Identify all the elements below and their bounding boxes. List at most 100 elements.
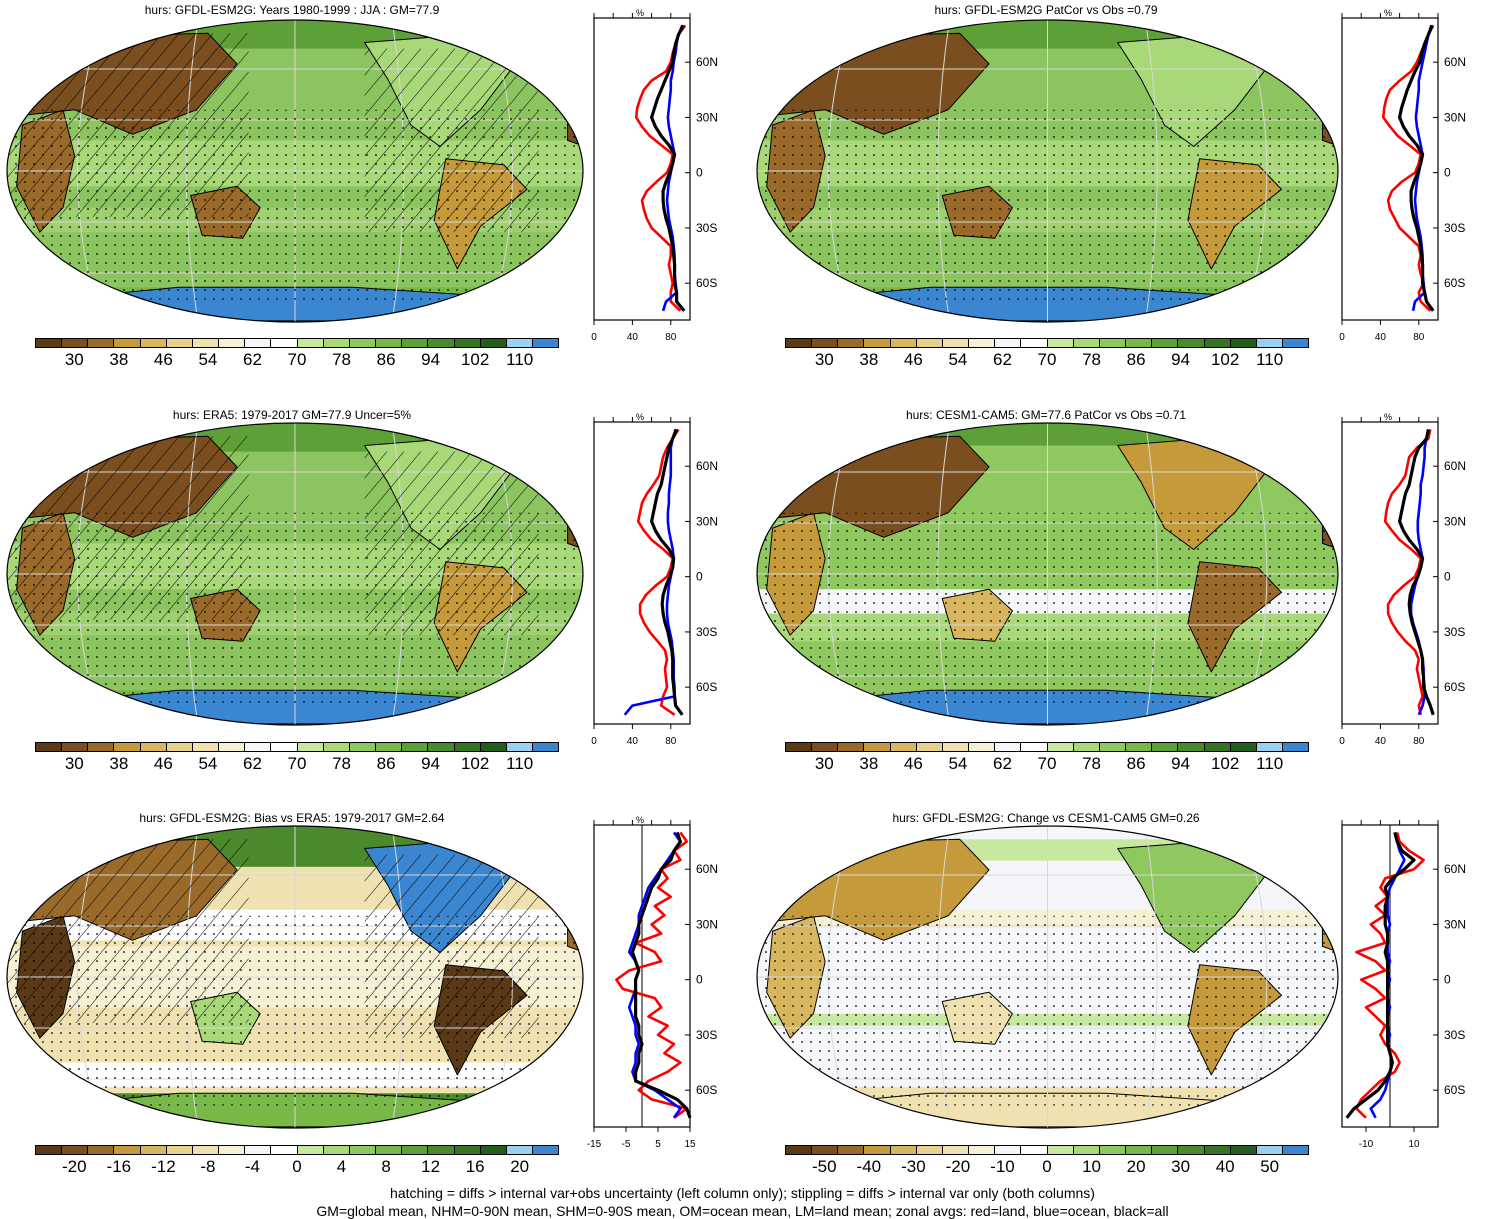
colorbar-tick-label: 110 [506,754,534,773]
colorbar-tick-label: -40 [856,1157,882,1176]
colorbar-tick-label: 30 [814,350,834,369]
profile-line-all [1398,429,1435,716]
colorbar-tick-label: 70 [287,350,307,369]
colorbar-tick-label: 62 [242,350,262,369]
profile-x-tick-label: 5 [655,1139,661,1150]
colorbar-tick-label: 86 [1126,754,1146,773]
colorbar-tick-label: 20 [1126,1157,1146,1176]
colorbar-swatches [35,742,559,752]
colorbar-tick-label: 70 [287,754,307,773]
map-6 [756,825,1339,1129]
profile-line-all [1345,831,1416,1119]
profile-line-land [1382,24,1435,312]
colorbar-tick-label: 12 [421,1157,441,1176]
panel-title-2: hurs: GFDL-ESM2G PatCor vs Obs =0.79 [934,3,1158,17]
profile-x-tick-label: 40 [1375,736,1387,747]
colorbar-tick-label: 110 [1256,754,1284,773]
colorbar-tick-label: 54 [948,754,968,773]
stippling-overlay [757,512,1338,703]
profile-lat-label: 60N [696,459,718,473]
profile-lat-label: 60S [696,276,717,290]
colorbar-tick-label: -50 [812,1157,837,1176]
colorbar-tick-label: 110 [1256,350,1284,369]
map-1 [6,19,584,323]
colorbar-6: -50 -40 -30 -20 -10 0 10 20 30 40 50 [785,1145,1309,1185]
colorbar-tick-label: 0 [1042,1157,1052,1176]
colorbar-tick-label: 78 [1082,350,1101,369]
map-outline [756,422,1339,726]
profile-lat-label: 60S [696,680,717,694]
colorbar-tick-label: 16 [465,1157,485,1176]
profile-lat-label: 0 [696,973,703,987]
colorbar-tick-label: 30 [1171,1157,1191,1176]
profile-lat-label: 60S [1444,1083,1465,1097]
profile-x-tick-label: -10 [1359,1139,1374,1150]
colorbar-tick-label: 86 [376,350,396,369]
colorbar-tick-label: 110 [506,350,534,369]
colorbar-3: 30 38 46 54 62 70 78 86 94 102 110 [35,742,559,782]
colorbar-tick-label: 102 [1210,350,1240,369]
profile-x-tick-label: 80 [1413,736,1425,747]
panel-title-4: hurs: CESM1-CAM5: GM=77.6 PatCor vs Obs … [905,408,1187,422]
profile-x-tick-label: 40 [1375,332,1387,343]
colorbar-tick-label: 40 [1215,1157,1235,1176]
profile-lat-label: 60N [1444,459,1466,473]
colorbar-tick-label: 102 [1210,754,1240,773]
panel-title-3: hurs: ERA5: 1979-2017 GM=77.9 Uncer=5% [172,408,412,422]
profile-lat-label: 30N [696,917,718,931]
colorbar-tick-label: -20 [945,1157,971,1176]
profile-x-tick-label: 40 [627,736,639,747]
colorbar-swatches [785,1145,1309,1155]
footer-note-legend: GM=global mean, NHM=0-90N mean, SHM=0-90… [316,1203,1169,1219]
profile-lat-label: 30S [1444,625,1465,639]
profile-x-tick-label: 80 [1413,332,1425,343]
colorbar-tick-label: 46 [903,350,923,369]
profile-unit-label: % [636,815,644,825]
profile-lat-label: 30S [1444,1028,1465,1042]
colorbar-tick-label: 102 [460,754,490,773]
map-outline [756,825,1339,1129]
profile-x-tick-label: 80 [665,332,677,343]
profile-line-all [630,831,692,1119]
profile-lat-label: 60S [1444,680,1465,694]
colorbar-tick-label: 20 [510,1157,530,1176]
panel-title-5: hurs: GFDL-ESM2G: Bias vs ERA5: 1979-201… [139,811,445,825]
zonal-profile-4: % 60N 30N 0 30S 60S 0 40 80 [1339,412,1466,747]
map-field [757,20,1338,322]
colorbar-tick-label: 70 [1037,350,1057,369]
hatching-overlay [364,48,539,233]
profile-line-land [636,428,680,716]
colorbar-tick-label: 94 [1171,350,1191,369]
map-4 [756,422,1339,726]
colorbar-tick-label: 38 [109,754,129,773]
hatching-overlay [7,839,249,1023]
profile-x-tick-label: -5 [622,1139,631,1150]
profile-x-tick-label: 15 [684,1139,696,1150]
profile-x-tick-label: 10 [1408,1139,1420,1150]
colorbar-1: 30 38 46 54 62 70 78 86 94 102 110 [35,338,559,378]
colorbar-tick-label: 38 [109,350,129,369]
profile-x-tick-label: 0 [591,332,597,343]
colorbar-tick-label: 54 [948,350,968,369]
profile-lat-label: 0 [1444,166,1451,180]
colorbar-tick-label: 30 [64,754,84,773]
profile-lat-label: 30N [1444,514,1466,528]
stippling-overlay [757,109,1338,300]
colorbar-tick-label: 30 [814,754,834,773]
colorbar-5: -20 -16 -12 -8 -4 0 4 8 12 16 20 [35,1145,559,1185]
colorbar-tick-label: 94 [1171,754,1191,773]
colorbar-tick-label: 94 [421,350,441,369]
profile-line-all [650,428,684,716]
profile-lat-label: 60N [1444,55,1466,69]
profile-frame [593,421,691,725]
colorbar-tick-label: 46 [903,754,923,773]
colorbar-swatches [35,1145,559,1155]
profile-lat-label: 30S [696,221,717,235]
colorbar-tick-label: -30 [901,1157,926,1176]
colorbar-tick-label: 78 [332,350,351,369]
colorbar-tick-label: 54 [198,754,218,773]
profile-lat-label: 30S [696,625,717,639]
profile-x-tick-label: 0 [1339,736,1345,747]
colorbar-tick-label: 62 [992,350,1012,369]
colorbar-tick-label: 10 [1082,1157,1101,1176]
